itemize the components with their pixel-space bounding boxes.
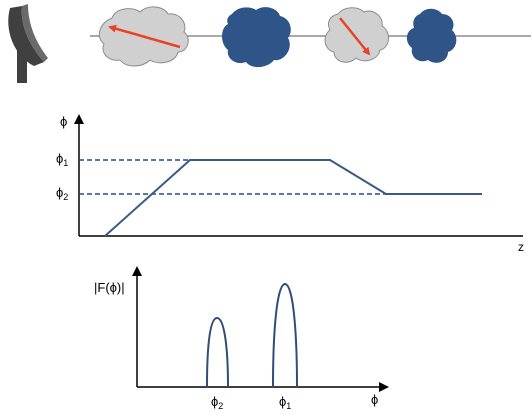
tick-phi2-base: ϕ — [211, 394, 219, 409]
cloud-dark-icon — [222, 7, 291, 68]
profile-plot — [74, 114, 523, 237]
dish-antenna-icon — [8, 4, 48, 83]
tick-label-phi2: ϕ2 — [211, 394, 224, 411]
phi1-label-base: ϕ — [56, 151, 64, 166]
phi1-label-sub: 1 — [63, 158, 69, 168]
spectrum-x-label: ϕ — [371, 392, 379, 407]
tick-phi1-base: ϕ — [279, 394, 287, 409]
cloud-light-icon — [324, 7, 389, 63]
direction-arrow — [108, 24, 181, 49]
phase-profile-line — [104, 159, 482, 237]
tick-phi1-sub: 1 — [286, 401, 292, 411]
phi2-label-base: ϕ — [56, 185, 64, 200]
phi2-label: ϕ2 — [56, 185, 69, 202]
profile-x-label: z — [518, 240, 524, 254]
tick-phi2-sub: 2 — [218, 401, 224, 411]
spectrum-plot — [132, 266, 389, 392]
direction-arrow — [339, 17, 371, 56]
top-panel — [8, 4, 531, 83]
spectrum-y-label: |F(ϕ)| — [94, 280, 125, 295]
tick-label-phi1: ϕ1 — [279, 394, 292, 411]
peak-phi1 — [272, 282, 298, 388]
phi1-label: ϕ1 — [56, 151, 69, 168]
cloud-dark-icon — [406, 8, 457, 63]
profile-y-label: ϕ — [60, 114, 68, 129]
peak-phi2 — [206, 316, 229, 388]
phi2-label-sub: 2 — [63, 192, 69, 202]
